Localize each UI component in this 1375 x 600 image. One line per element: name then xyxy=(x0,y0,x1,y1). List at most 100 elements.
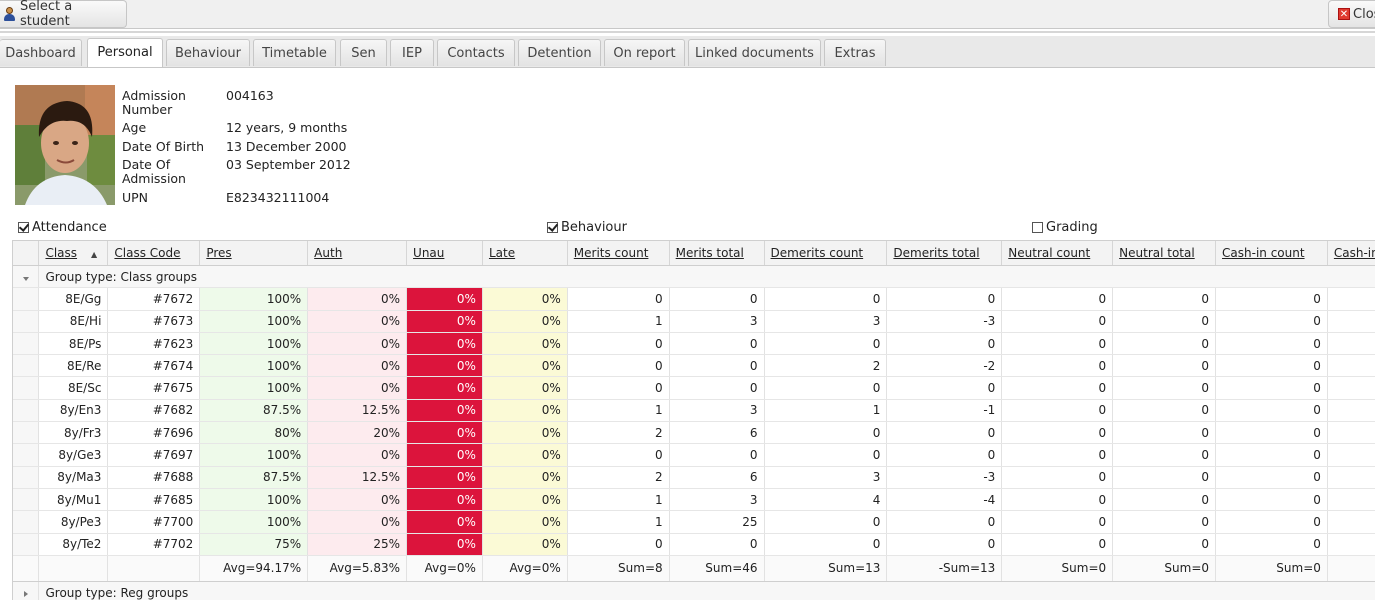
cell-pres: 100% xyxy=(199,332,309,356)
tab-personal[interactable]: Personal xyxy=(87,38,163,67)
header-late[interactable]: Late xyxy=(482,241,568,266)
cell-merits-total: 0 xyxy=(669,354,765,378)
table-row[interactable]: 8y/Mu1 #7685 100% 0% 0% 0% 1 3 4 -4 0 0 0 xyxy=(13,488,1375,512)
header-neutral-total[interactable]: Neutral total xyxy=(1112,241,1217,266)
cell-merits-total: 3 xyxy=(669,399,765,423)
header-cash-in-count[interactable]: Cash-in count xyxy=(1215,241,1328,266)
tab-extras[interactable]: Extras xyxy=(824,39,886,66)
header-class-code[interactable]: Class Code xyxy=(107,241,201,266)
group-row-reg-groups[interactable]: Group type: Reg groups xyxy=(13,581,1375,600)
table-row[interactable]: 8y/Ge3 #7697 100% 0% 0% 0% 0 0 0 0 0 0 0 xyxy=(13,443,1375,467)
field-value: 004163 xyxy=(226,88,274,103)
header-neutral-count[interactable]: Neutral count xyxy=(1001,241,1114,266)
attendance-checkbox[interactable] xyxy=(18,222,29,233)
cell-pres: 75% xyxy=(199,533,309,556)
cell-class: 8E/Gg xyxy=(38,287,109,311)
cell-cash-in xyxy=(1327,310,1375,333)
cell-demerits-total: 0 xyxy=(886,533,1003,556)
cell-class: 8E/Hi xyxy=(38,310,109,333)
expand-icon[interactable] xyxy=(13,581,40,600)
cell-cash-in xyxy=(1327,287,1375,311)
grading-filter[interactable]: Grading xyxy=(1032,220,1098,235)
cell-class-code: #7688 xyxy=(107,466,201,489)
attendance-filter[interactable]: Attendance xyxy=(18,220,107,235)
cell-auth: 25% xyxy=(307,533,408,556)
cell-cash-in xyxy=(1327,533,1375,556)
cell-late: 0% xyxy=(482,421,568,445)
header-class[interactable]: Class ▲ xyxy=(38,241,109,266)
table-row[interactable]: 8y/En3 #7682 87.5% 12.5% 0% 0% 1 3 1 -1 0 0 0 xyxy=(13,399,1375,423)
cell-class: 8y/Fr3 xyxy=(38,421,109,445)
table-row[interactable]: 8E/Sc #7675 100% 0% 0% 0% 0 0 0 0 0 0 0 xyxy=(13,376,1375,400)
behaviour-checkbox[interactable] xyxy=(547,222,558,233)
cell-class-code: #7682 xyxy=(107,399,201,423)
summary-cash-in xyxy=(1327,555,1375,582)
close-button[interactable]: ✕ Close xyxy=(1328,0,1375,28)
group-row-class-groups[interactable]: Group type: Class groups xyxy=(13,265,1375,289)
summary-merits-total: Sum=46 xyxy=(669,555,765,582)
cell-cash-in xyxy=(1327,488,1375,512)
tab-behaviour[interactable]: Behaviour xyxy=(166,39,250,66)
header-demerits-total[interactable]: Demerits total xyxy=(886,241,1003,266)
cell-neutral-total: 0 xyxy=(1112,310,1217,333)
cell-neutral-count: 0 xyxy=(1001,488,1114,512)
behaviour-filter[interactable]: Behaviour xyxy=(547,220,627,235)
tab-sen[interactable]: Sen xyxy=(340,39,387,66)
tab-detention[interactable]: Detention xyxy=(518,39,601,66)
grading-checkbox[interactable] xyxy=(1032,222,1043,233)
cell-pres: 87.5% xyxy=(199,399,309,423)
cell-late: 0% xyxy=(482,488,568,512)
cell-late: 0% xyxy=(482,399,568,423)
cell-demerits-count: 4 xyxy=(764,488,888,512)
cell-class-code: #7672 xyxy=(107,287,201,311)
table-row[interactable]: 8y/Ma3 #7688 87.5% 12.5% 0% 0% 2 6 3 -3 0 0 0 xyxy=(13,466,1375,489)
table-row[interactable]: 8E/Hi #7673 100% 0% 0% 0% 1 3 3 -3 0 0 0 xyxy=(13,310,1375,333)
field-label: Date Of Birth xyxy=(122,139,205,154)
table-row[interactable]: 8E/Re #7674 100% 0% 0% 0% 0 0 2 -2 0 0 0 xyxy=(13,354,1375,378)
student-icon xyxy=(4,7,15,21)
table-row[interactable]: 8E/Gg #7672 100% 0% 0% 0% 0 0 0 0 0 0 0 xyxy=(13,287,1375,311)
cell-merits-total: 3 xyxy=(669,488,765,512)
cell-demerits-count: 2 xyxy=(764,354,888,378)
cell-class: 8y/Pe3 xyxy=(38,510,109,534)
table-row[interactable]: 8E/Ps #7623 100% 0% 0% 0% 0 0 0 0 0 0 0 xyxy=(13,332,1375,356)
cell-demerits-count: 0 xyxy=(764,443,888,467)
row-indent xyxy=(13,354,40,378)
cell-class: 8E/Re xyxy=(38,354,109,378)
cell-pres: 100% xyxy=(199,443,309,467)
summary-cash-in-count: Sum=0 xyxy=(1215,555,1328,582)
row-indent xyxy=(13,466,40,489)
header-unau[interactable]: Unau xyxy=(406,241,483,266)
cell-class-code: #7696 xyxy=(107,421,201,445)
row-indent xyxy=(13,533,40,556)
header-merits-count[interactable]: Merits count xyxy=(567,241,670,266)
collapse-icon[interactable] xyxy=(13,265,40,289)
table-row[interactable]: 8y/Te2 #7702 75% 25% 0% 0% 0 0 0 0 0 0 0 xyxy=(13,533,1375,556)
header-pres[interactable]: Pres xyxy=(199,241,309,266)
tab-on-report[interactable]: On report xyxy=(604,39,685,66)
tab-iep[interactable]: IEP xyxy=(390,39,434,66)
tab-contacts[interactable]: Contacts xyxy=(437,39,515,66)
cell-merits-count: 1 xyxy=(567,310,670,333)
row-indent xyxy=(13,332,40,356)
table-row[interactable]: 8y/Fr3 #7696 80% 20% 0% 0% 2 6 0 0 0 0 0 xyxy=(13,421,1375,445)
select-student-button[interactable]: Select a student xyxy=(0,0,127,29)
tab-dashboard[interactable]: Dashboard xyxy=(0,39,82,66)
header-auth[interactable]: Auth xyxy=(307,241,408,266)
cell-late: 0% xyxy=(482,443,568,467)
cell-cash-in xyxy=(1327,399,1375,423)
cell-neutral-count: 0 xyxy=(1001,466,1114,489)
header-demerits-count[interactable]: Demerits count xyxy=(764,241,888,266)
behaviour-label: Behaviour xyxy=(561,220,627,235)
header-merits-total[interactable]: Merits total xyxy=(669,241,765,266)
summary-class xyxy=(38,555,109,582)
table-row[interactable]: 8y/Pe3 #7700 100% 0% 0% 0% 1 25 0 0 0 0 0 xyxy=(13,510,1375,534)
cell-unau: 0% xyxy=(406,354,483,378)
field-label: Age xyxy=(122,120,147,135)
header-cash-in[interactable]: Cash-in xyxy=(1327,241,1375,266)
tab-linked-documents[interactable]: Linked documents xyxy=(688,39,821,66)
cell-cash-in-count: 0 xyxy=(1215,533,1328,556)
cell-neutral-count: 0 xyxy=(1001,287,1114,311)
tab-timetable[interactable]: Timetable xyxy=(253,39,336,66)
cell-merits-total: 25 xyxy=(669,510,765,534)
